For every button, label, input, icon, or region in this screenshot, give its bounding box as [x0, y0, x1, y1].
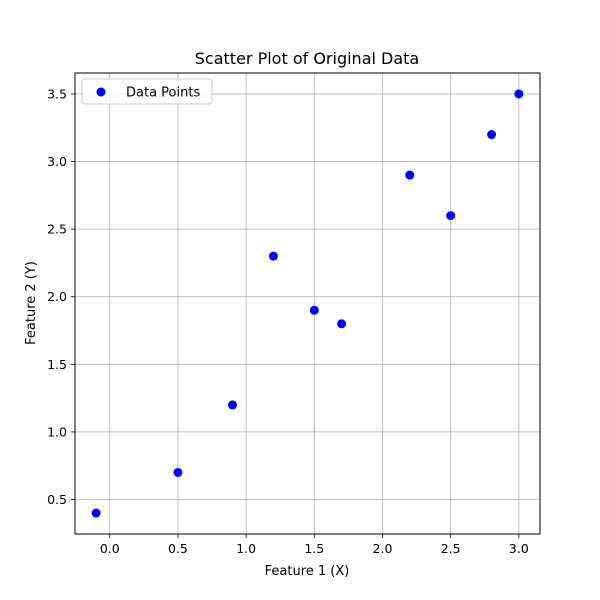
data-point	[268, 251, 278, 261]
chart-title: Scatter Plot of Original Data	[195, 49, 419, 68]
legend: Data Points	[81, 78, 213, 105]
x-tick-label: 2.0	[373, 541, 393, 556]
legend-box	[81, 78, 213, 105]
data-point	[405, 170, 415, 180]
y-tick-label: 2.5	[47, 222, 67, 237]
data-point	[228, 400, 237, 410]
x-tick-label: 1.0	[236, 541, 256, 556]
data-point	[446, 211, 456, 221]
legend-marker	[96, 87, 106, 97]
plot-frame	[74, 72, 541, 535]
data-point	[514, 89, 524, 99]
y-tick-label: 1.5	[47, 357, 67, 372]
y-tick-label: 0.5	[47, 492, 67, 507]
y-tick-label: 1.0	[47, 424, 67, 439]
data-point	[309, 305, 319, 315]
y-tick-label: 2.0	[47, 289, 67, 304]
data-point	[173, 467, 183, 477]
data-points	[91, 89, 524, 518]
x-tick-label: 3.0	[509, 541, 529, 556]
y-tick-label: 3.0	[47, 154, 67, 169]
legend-label: Data Points	[126, 86, 200, 101]
x-tick-label: 1.5	[304, 541, 324, 556]
data-point	[91, 508, 101, 518]
y-tick-label: 3.5	[47, 86, 67, 101]
x-tick-label: 2.5	[441, 541, 461, 556]
data-point	[337, 319, 347, 329]
x-axis-label: Feature 1 (X)	[265, 564, 350, 579]
data-point	[487, 130, 497, 140]
x-tick-label: 0.5	[168, 541, 188, 556]
grid	[75, 73, 540, 534]
axis-ticks: 0.0 0.5 1.0 1.5 2.0 2.5 3.0 0.5 1.0 1.5 2.0 2.5 3.0 3…	[47, 86, 529, 556]
x-tick-label: 0.0	[100, 541, 120, 556]
y-axis-label: Feature 2 (Y)	[24, 261, 39, 345]
